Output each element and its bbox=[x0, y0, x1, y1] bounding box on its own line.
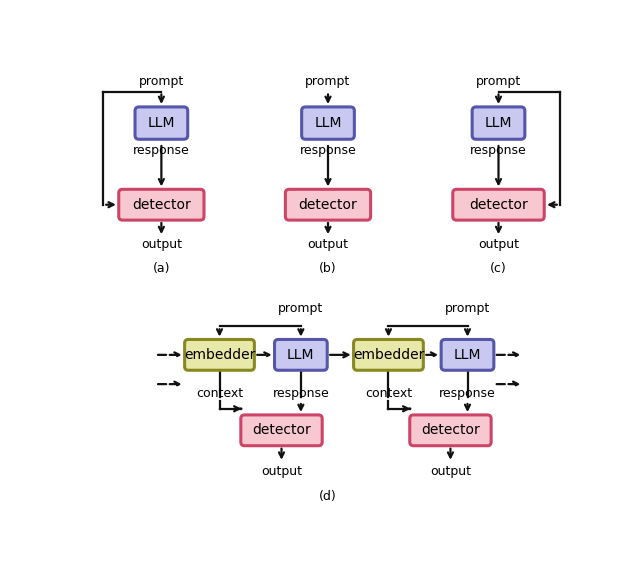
Text: embedder: embedder bbox=[184, 348, 255, 362]
Text: response: response bbox=[300, 143, 356, 157]
FancyBboxPatch shape bbox=[241, 415, 322, 446]
Text: detector: detector bbox=[132, 198, 191, 212]
Text: (a): (a) bbox=[152, 262, 170, 275]
FancyBboxPatch shape bbox=[135, 107, 188, 139]
Text: output: output bbox=[261, 465, 302, 477]
Text: context: context bbox=[365, 387, 412, 400]
Text: response: response bbox=[273, 387, 329, 400]
FancyBboxPatch shape bbox=[410, 415, 491, 446]
Text: context: context bbox=[196, 387, 243, 400]
FancyBboxPatch shape bbox=[301, 107, 355, 139]
Text: detector: detector bbox=[469, 198, 528, 212]
Text: response: response bbox=[439, 387, 496, 400]
FancyBboxPatch shape bbox=[119, 189, 204, 220]
Text: prompt: prompt bbox=[305, 75, 351, 88]
FancyBboxPatch shape bbox=[184, 339, 254, 370]
Text: (c): (c) bbox=[490, 262, 507, 275]
Text: prompt: prompt bbox=[445, 302, 490, 315]
Text: detector: detector bbox=[299, 198, 357, 212]
Text: LLM: LLM bbox=[454, 348, 481, 362]
FancyBboxPatch shape bbox=[472, 107, 525, 139]
Text: LLM: LLM bbox=[314, 116, 342, 130]
Text: (b): (b) bbox=[319, 262, 337, 275]
Text: response: response bbox=[470, 143, 527, 157]
Text: response: response bbox=[133, 143, 189, 157]
FancyBboxPatch shape bbox=[353, 339, 423, 370]
Text: LLM: LLM bbox=[484, 116, 512, 130]
FancyBboxPatch shape bbox=[275, 339, 327, 370]
Text: prompt: prompt bbox=[139, 75, 184, 88]
Text: detector: detector bbox=[252, 423, 311, 437]
Text: detector: detector bbox=[421, 423, 480, 437]
Text: output: output bbox=[307, 238, 349, 251]
Text: (d): (d) bbox=[319, 490, 337, 503]
Text: output: output bbox=[478, 238, 519, 251]
FancyBboxPatch shape bbox=[285, 189, 371, 220]
Text: LLM: LLM bbox=[287, 348, 315, 362]
Text: prompt: prompt bbox=[278, 302, 323, 315]
Text: output: output bbox=[430, 465, 471, 477]
FancyBboxPatch shape bbox=[452, 189, 544, 220]
Text: prompt: prompt bbox=[476, 75, 521, 88]
Text: LLM: LLM bbox=[148, 116, 175, 130]
Text: embedder: embedder bbox=[353, 348, 424, 362]
Text: output: output bbox=[141, 238, 182, 251]
FancyBboxPatch shape bbox=[441, 339, 494, 370]
